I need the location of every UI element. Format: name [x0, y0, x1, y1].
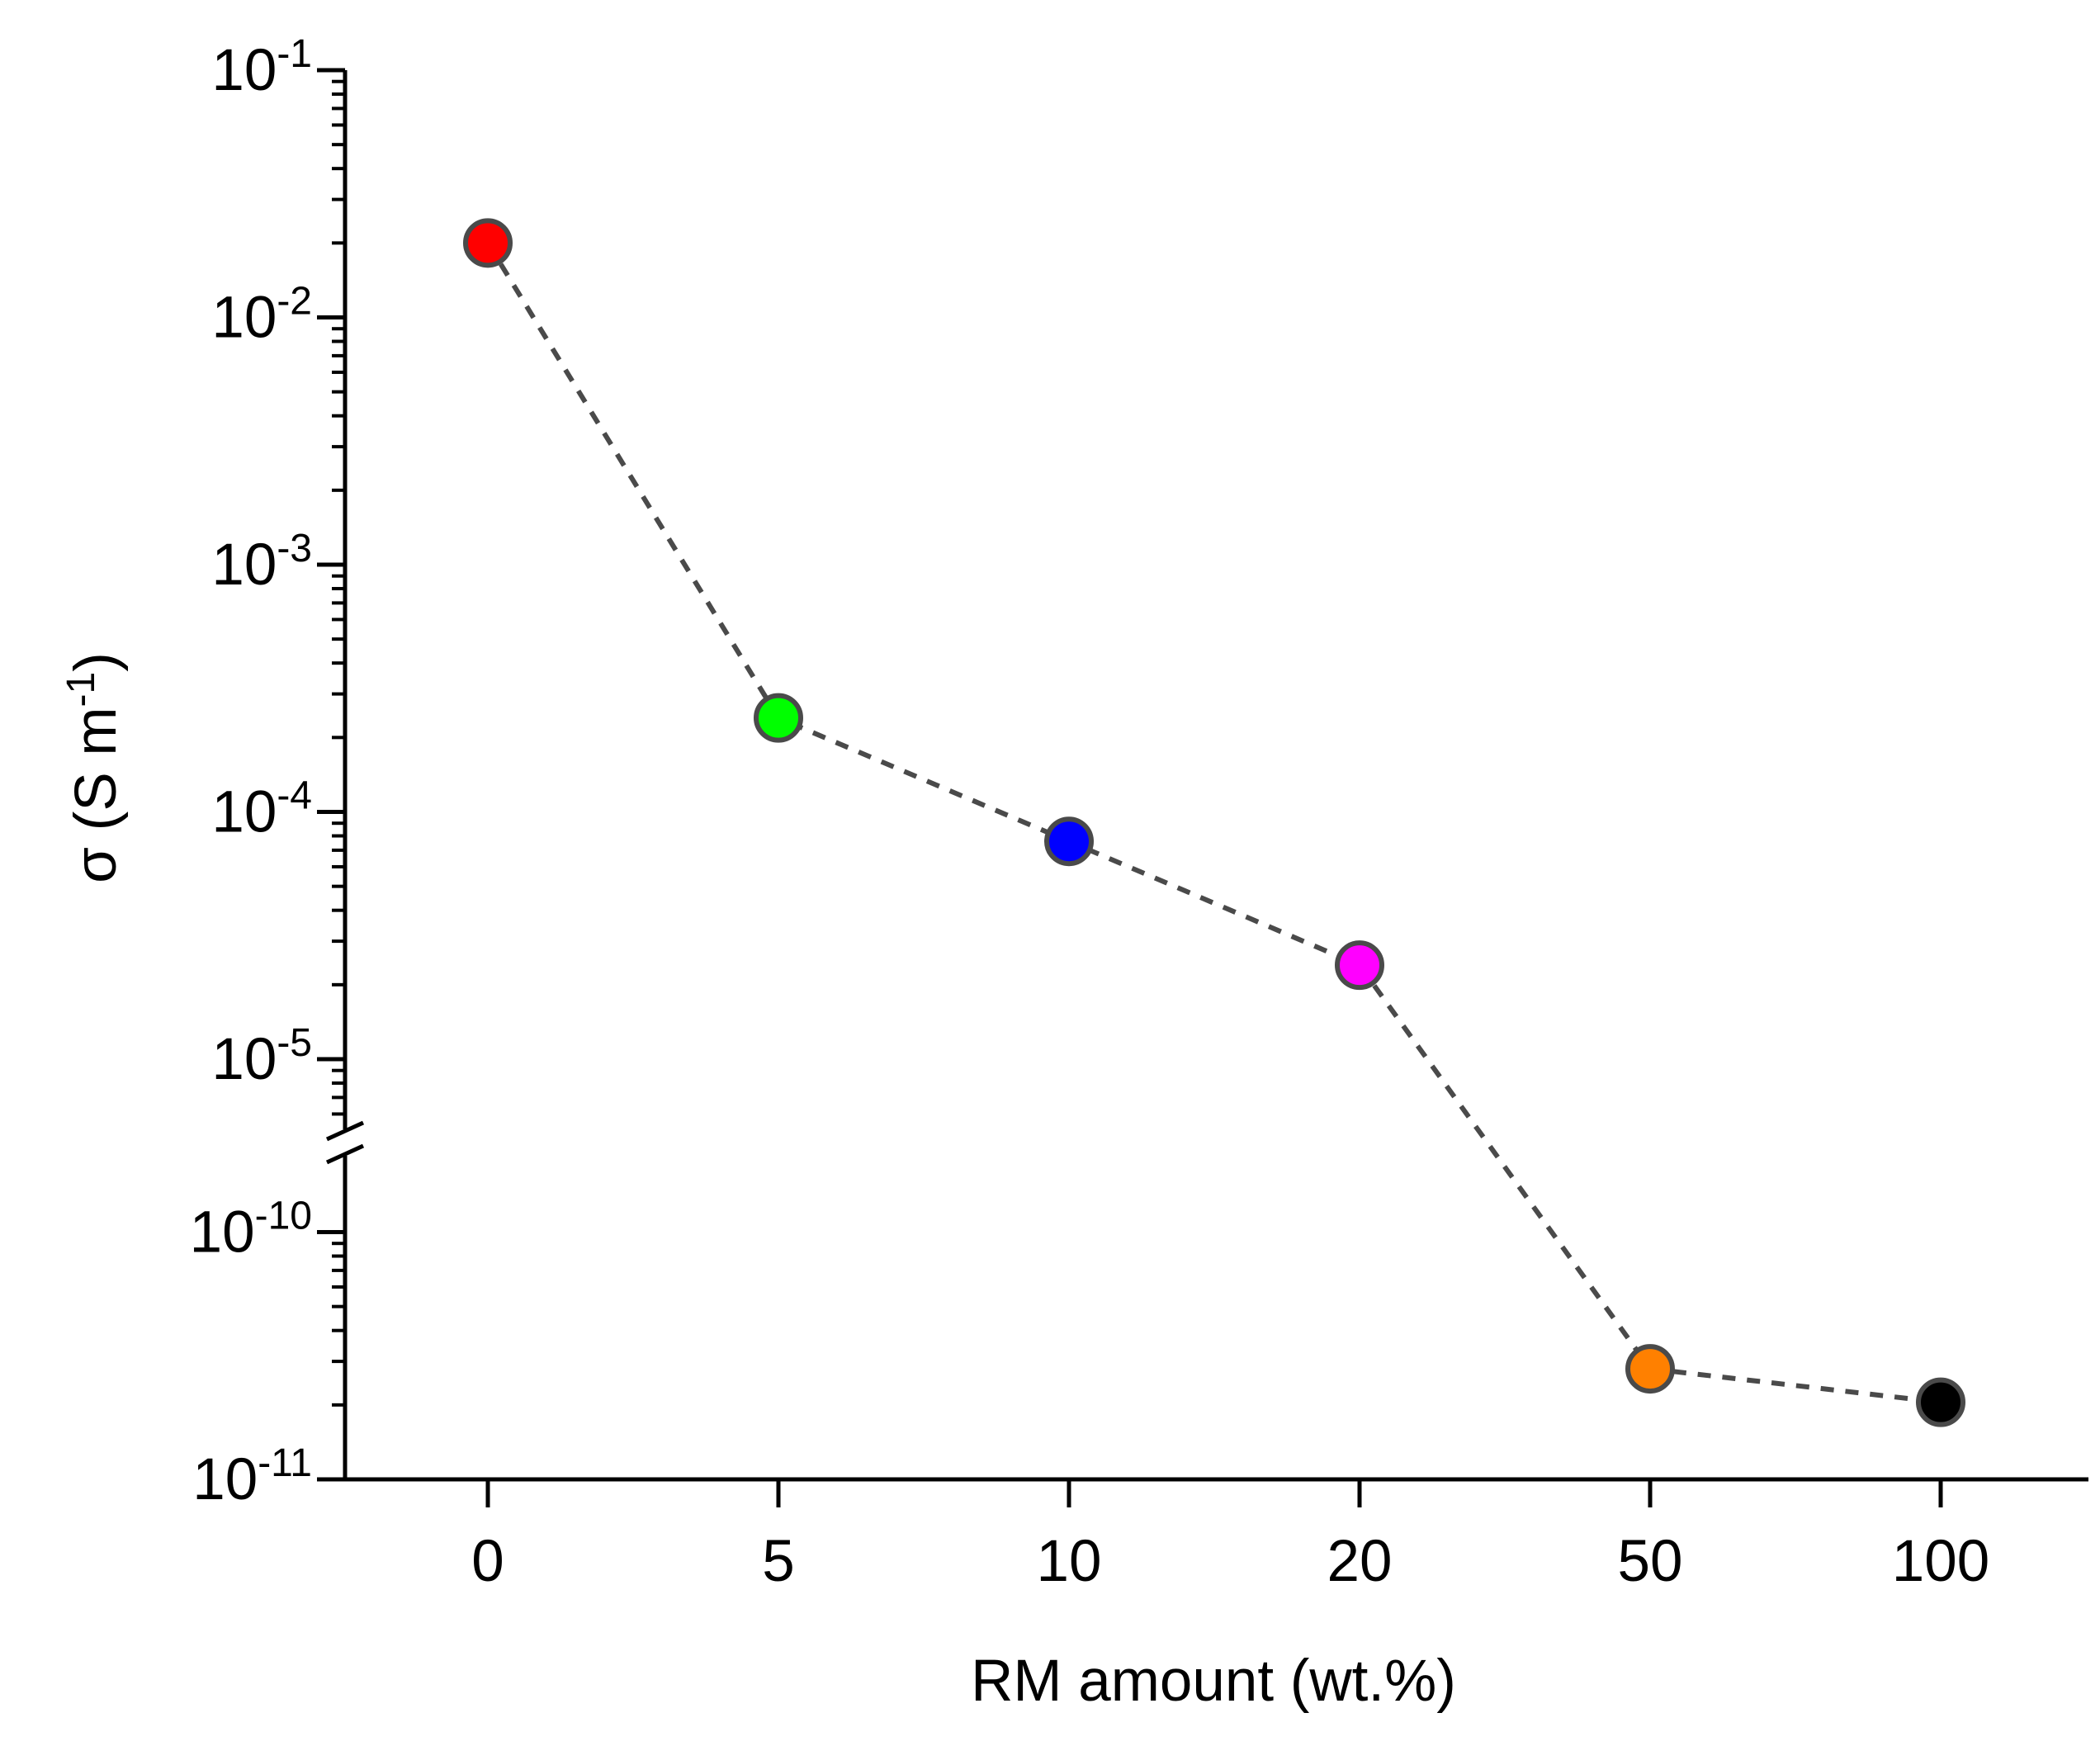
y-tick-label: 10-3 [211, 527, 312, 598]
data-point-100 [1916, 1377, 1965, 1427]
y-tick-label: 10-2 [211, 280, 312, 351]
x-tick-label: 10 [1037, 1529, 1102, 1594]
data-point-0 [463, 218, 513, 268]
x-tick-label: 100 [1892, 1529, 1989, 1594]
x-tick-label: 0 [471, 1529, 504, 1594]
axis-break-mark [325, 1120, 365, 1142]
data-point-10 [1044, 816, 1094, 867]
y-axis-title-exp: -1 [59, 672, 103, 707]
series-line [485, 241, 1942, 1405]
data-point-50 [1625, 1344, 1675, 1394]
y-tick-label: 10-5 [211, 1021, 312, 1092]
y-axis-title: σ (S m-1) [59, 652, 129, 883]
y-tick-label: 10-4 [211, 774, 312, 845]
axes: 10-1 10-2 10-3 10-4 10-5 10-10 10-11 0 5 10 20 50 10… [190, 32, 2088, 1594]
series-layer [463, 218, 1965, 1427]
x-tick-label: 50 [1618, 1529, 1683, 1594]
x-tick-label: 5 [762, 1529, 795, 1594]
x-tick-label: 20 [1327, 1529, 1393, 1594]
x-axis-title: RM amount (wt.%) [971, 1649, 1456, 1714]
y-axis-title-base: σ (S m [64, 707, 129, 882]
y-axis-title-close: ) [64, 652, 129, 672]
data-point-20 [1335, 940, 1384, 991]
y-tick-label: 10-11 [192, 1441, 312, 1512]
y-tick-label: 10-1 [211, 32, 312, 103]
axis-break-mark [325, 1143, 365, 1165]
data-point-5 [754, 693, 803, 743]
y-tick-label: 10-10 [190, 1195, 312, 1266]
